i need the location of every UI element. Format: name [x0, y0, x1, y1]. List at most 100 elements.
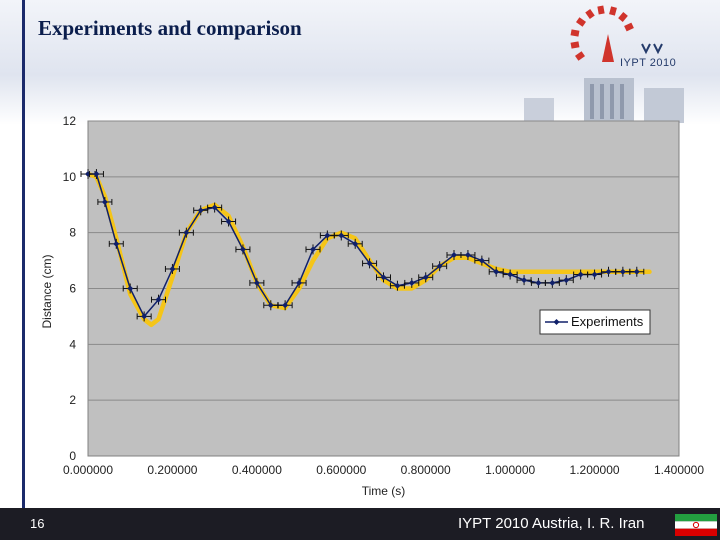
experiment-point [277, 300, 293, 311]
footer-bar: 16 IYPT 2010 Austria, I. R. Iran [0, 508, 720, 540]
diamond-marker [478, 257, 485, 264]
diamond-marker [296, 279, 303, 286]
diamond-marker [394, 282, 401, 289]
diamond-marker [127, 285, 134, 292]
diamond-marker [310, 246, 317, 253]
logo-text: IYPT 2010 [620, 57, 677, 69]
x-tick-label: 1.000000 [485, 463, 535, 477]
experiment-point [333, 230, 349, 241]
diamond-marker [464, 252, 471, 258]
diamond-marker [225, 218, 232, 225]
diamond-marker [352, 240, 359, 247]
experiment-point [207, 202, 223, 213]
experiment-point [502, 269, 518, 280]
experiment-point [221, 216, 237, 227]
iran-flag-icon [675, 514, 717, 536]
experiment-point [418, 272, 434, 283]
x-tick-label: 0.600000 [316, 463, 366, 477]
experiment-point [460, 250, 476, 260]
diamond-marker [239, 246, 246, 253]
chart: 0 2 4 6 8 10 12 0.000000 0.200000 0.400000 0.6000… [40, 114, 704, 498]
diamond-marker [267, 302, 274, 309]
y-tick-label: 10 [63, 170, 77, 184]
x-tick-label: 1.200000 [570, 463, 620, 477]
diamond-marker [563, 277, 570, 284]
experiment-point [249, 277, 265, 288]
diamond-marker [197, 207, 204, 214]
diamond-marker [493, 268, 500, 275]
experiment-point [601, 266, 617, 277]
experiment-point [305, 244, 321, 255]
y-axis-label: Distance (cm) [40, 254, 54, 328]
diamond-marker [521, 277, 528, 284]
experiment-point [122, 283, 138, 294]
experiment-point [178, 227, 194, 238]
x-tick-label: 1.400000 [654, 463, 704, 477]
diamond-marker [408, 279, 415, 286]
diamond-marker [282, 302, 289, 309]
diamond-marker [591, 271, 598, 278]
diamond-marker [338, 232, 345, 239]
diamond-marker [549, 279, 556, 286]
y-axis-ticks: 0 2 4 6 8 10 12 [63, 114, 77, 463]
y-tick-label: 12 [63, 114, 77, 128]
diamond-marker [605, 268, 612, 275]
experiment-point [404, 277, 420, 288]
y-tick-label: 8 [69, 226, 76, 240]
experiment-point [558, 275, 574, 286]
tower-image [524, 78, 684, 123]
experiment-point [446, 250, 462, 260]
x-axis-ticks: 0.000000 0.200000 0.400000 0.600000 0.800000… [63, 463, 704, 477]
diamond-marker [422, 274, 429, 281]
diamond-marker [101, 198, 108, 205]
diamond-marker [507, 271, 514, 278]
experiment-point [488, 266, 504, 277]
slide-title: Experiments and comparison [38, 16, 302, 40]
experiment-point [347, 238, 363, 249]
x-axis-label: Time (s) [362, 484, 406, 498]
diamond-marker [436, 263, 443, 270]
gridlines [88, 120, 679, 401]
experiment-point [432, 261, 448, 272]
diamond-marker [366, 260, 373, 267]
diamond-marker [535, 279, 542, 286]
logo-ring [570, 5, 634, 61]
legend-label: Experiments [571, 314, 644, 329]
diamond-marker [324, 232, 331, 239]
x-tick-label: 0.200000 [147, 463, 197, 477]
diamond-marker [183, 229, 190, 236]
experiment-point [291, 277, 307, 288]
experiment-point [376, 272, 391, 283]
y-tick-label: 2 [69, 393, 76, 407]
experiment-point [629, 266, 645, 277]
experiment-point [97, 196, 113, 207]
diamond-marker [253, 279, 260, 286]
x-tick-label: 0.000000 [63, 463, 113, 477]
diamond-marker [113, 240, 120, 247]
y-tick-label: 6 [69, 282, 76, 296]
diamond-marker [211, 204, 218, 211]
diamond-marker [155, 296, 162, 303]
legend-marker [553, 319, 560, 325]
experiment-point [474, 255, 490, 266]
iypt-logo-icon [570, 5, 663, 62]
diamond-marker [169, 265, 176, 272]
slide-number: 16 [30, 516, 45, 531]
x-tick-label: 0.400000 [232, 463, 282, 477]
diamond-marker [93, 171, 100, 178]
experiment-point [150, 294, 166, 305]
experiment-point [530, 277, 546, 288]
experiment-point [235, 244, 251, 255]
diamond-marker [380, 274, 387, 281]
footer-text: IYPT 2010 Austria, I. R. Iran [458, 515, 645, 532]
diamond-marker [450, 252, 457, 258]
diamond-marker [141, 313, 148, 320]
legend: Experiments [539, 309, 651, 335]
experiment-point [88, 169, 104, 180]
y-tick-label: 0 [69, 449, 76, 463]
y-tick-label: 4 [69, 337, 76, 351]
series-group [80, 169, 652, 328]
experiment-point [108, 238, 124, 249]
experiment-point [136, 311, 152, 322]
experiment-point [164, 263, 180, 274]
